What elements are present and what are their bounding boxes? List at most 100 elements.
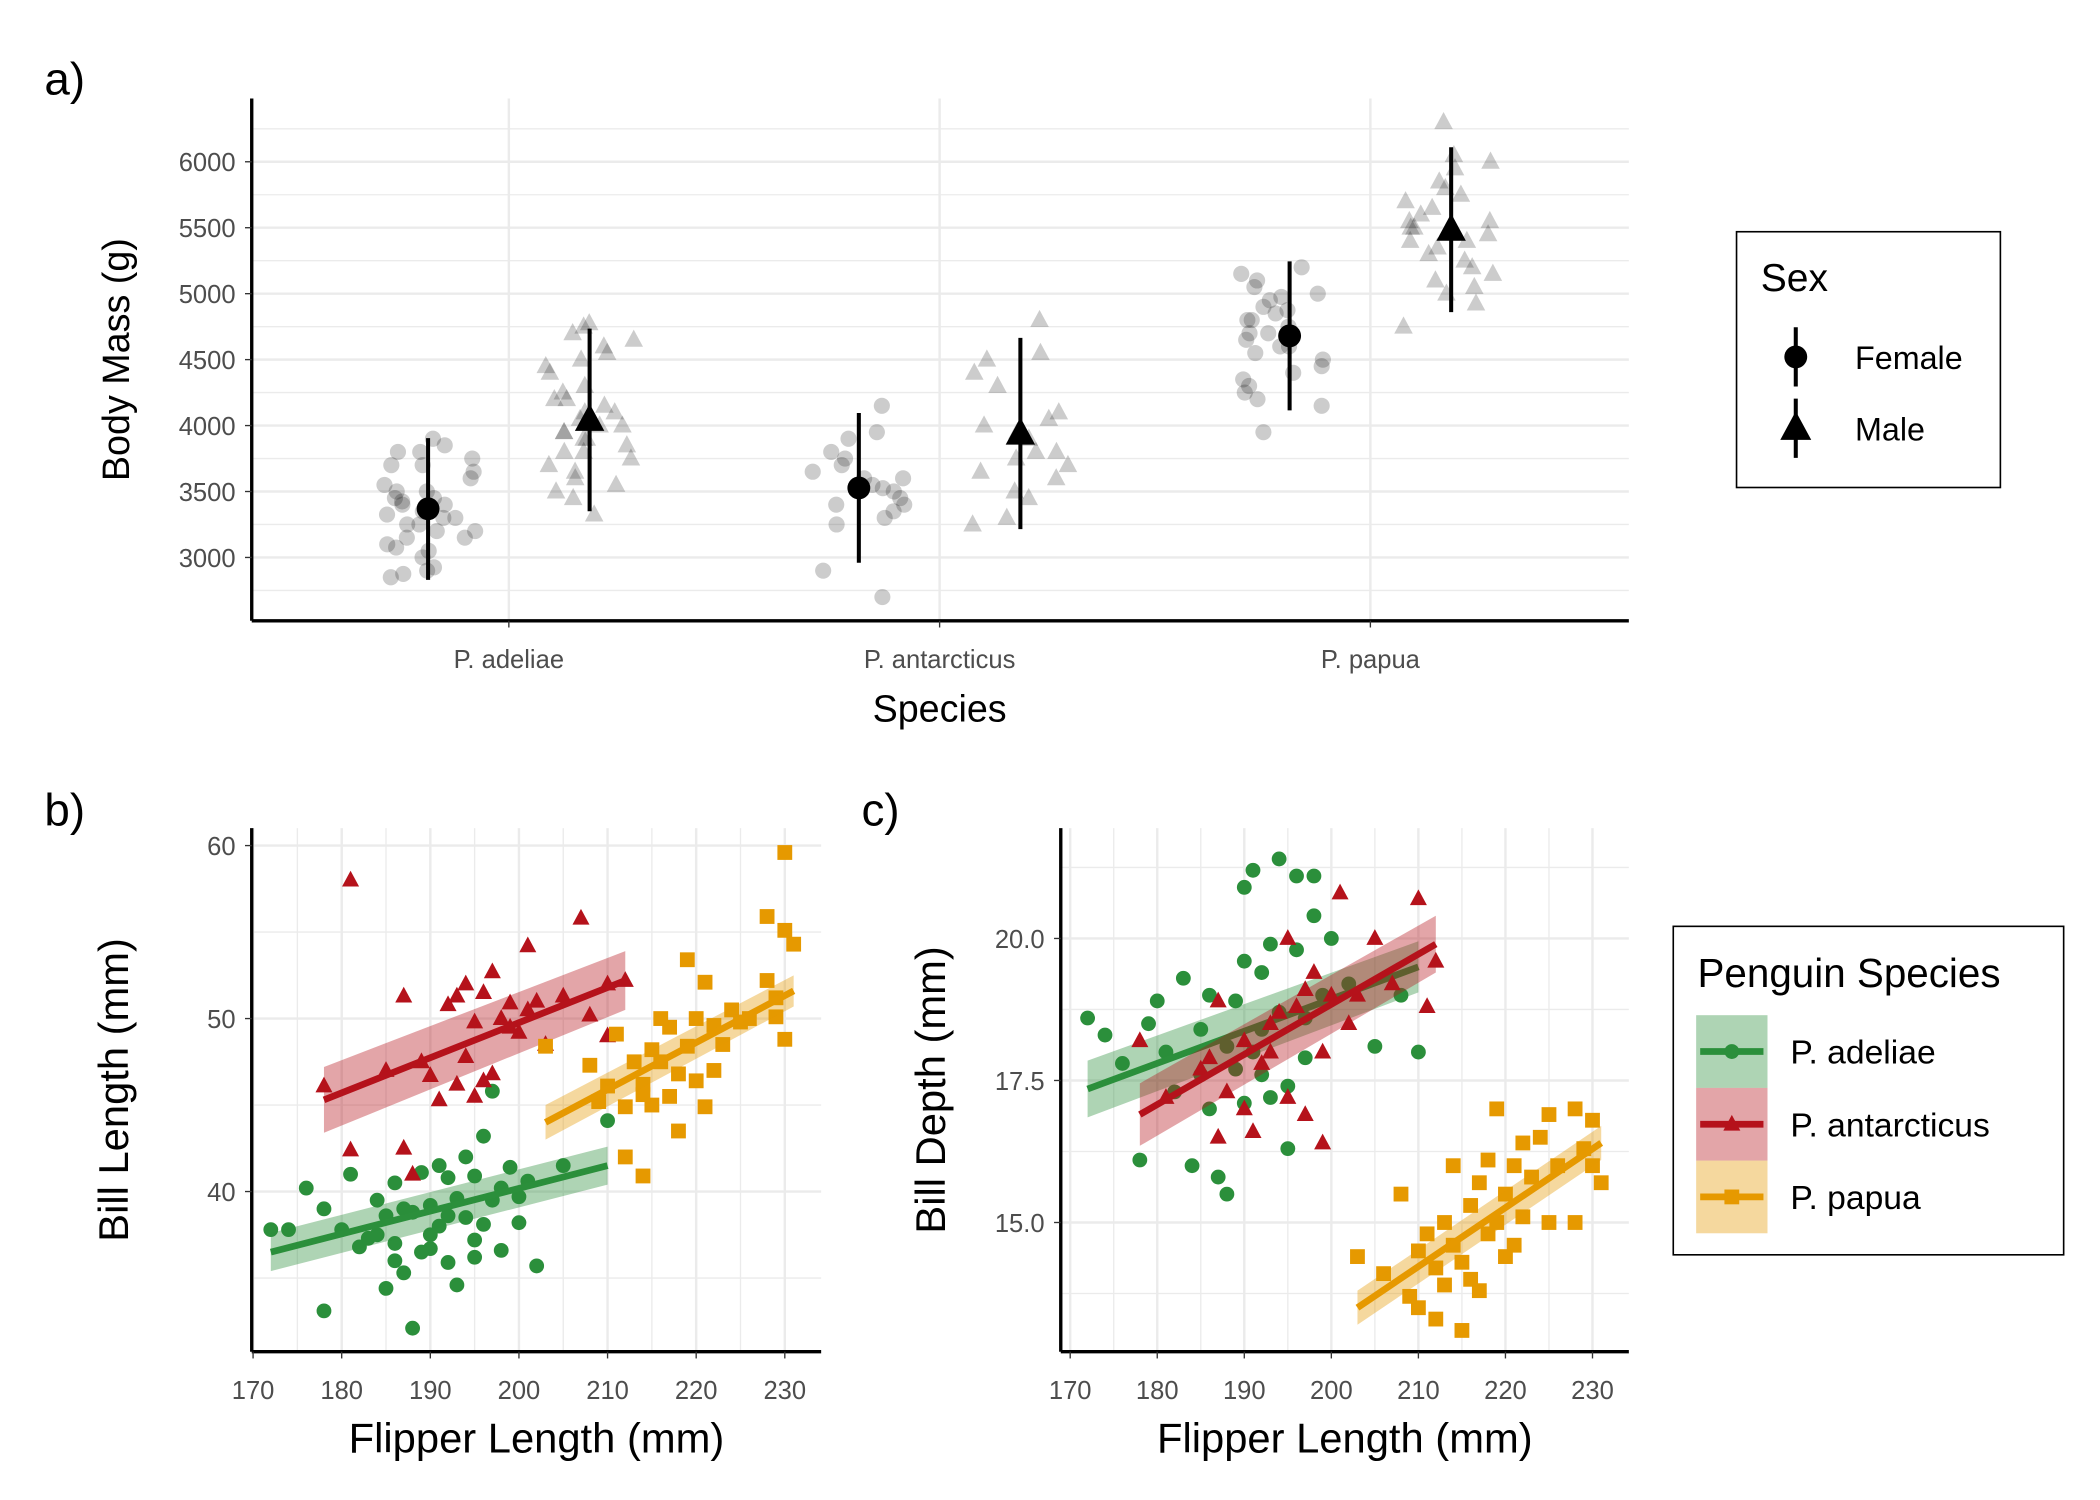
x-tick-label: P. antarcticus <box>864 646 1016 674</box>
data-point <box>1567 1101 1583 1117</box>
data-point <box>342 1140 360 1157</box>
x-tick-label: P. adeliae <box>454 646 564 674</box>
group-2-female <box>1233 259 1331 441</box>
data-point <box>635 1087 651 1103</box>
data-point <box>1279 1088 1297 1104</box>
data-point <box>553 382 573 400</box>
data-point <box>389 443 407 461</box>
data-point <box>1585 1158 1600 1174</box>
data-point <box>777 845 793 860</box>
data-point <box>697 974 713 990</box>
y-axis-title: Bill Length (mm) <box>90 938 137 1242</box>
data-point <box>519 1000 537 1017</box>
data-point <box>565 461 585 479</box>
data-point <box>484 1083 500 1099</box>
data-point <box>1285 364 1302 381</box>
series-antarcticus <box>315 870 634 1181</box>
data-point <box>1585 1112 1600 1128</box>
y-axis-title: Bill Depth (mm) <box>907 946 954 1233</box>
data-point <box>1455 250 1474 268</box>
data-point <box>885 503 902 520</box>
data-point <box>528 991 546 1008</box>
data-point <box>1249 391 1266 408</box>
data-point <box>1235 1099 1253 1116</box>
data-point <box>1498 1249 1513 1264</box>
data-point <box>414 1244 429 1260</box>
data-point <box>1323 931 1339 946</box>
data-point <box>394 493 411 510</box>
data-point <box>1532 1129 1548 1145</box>
data-point <box>1306 908 1322 924</box>
data-point <box>1238 331 1255 348</box>
data-point <box>1261 1042 1279 1059</box>
data-point <box>974 415 994 433</box>
data-point <box>1454 1323 1470 1338</box>
y-tick-label: 4500 <box>179 347 236 375</box>
data-point <box>895 470 912 487</box>
data-point <box>1451 184 1471 202</box>
series-adeliae <box>263 1083 615 1336</box>
data-point <box>1219 1186 1235 1202</box>
data-point <box>715 1037 731 1052</box>
data-point <box>777 1031 793 1047</box>
data-point <box>1480 210 1500 229</box>
data-point <box>606 474 626 492</box>
data-point <box>440 1208 456 1224</box>
data-point <box>1243 311 1260 329</box>
data-point <box>1426 270 1445 288</box>
x-tick-label: 170 <box>1049 1377 1092 1405</box>
data-point <box>388 539 405 556</box>
data-point <box>706 1063 722 1078</box>
data-point <box>1273 288 1290 306</box>
data-point <box>554 421 574 440</box>
data-point <box>876 509 893 526</box>
data-point <box>1393 987 1409 1003</box>
data-point <box>539 454 559 473</box>
data-point <box>1593 1175 1609 1191</box>
data-point <box>1270 1002 1288 1019</box>
group-0-female <box>376 430 484 586</box>
x-tick-label: 220 <box>1484 1377 1527 1405</box>
data-point <box>396 1265 412 1281</box>
data-point <box>1141 1016 1156 1032</box>
circle-icon <box>1724 1044 1740 1059</box>
data-point <box>538 1038 553 1054</box>
data-point <box>466 1012 484 1029</box>
data-point <box>1289 942 1304 958</box>
data-point <box>1235 1031 1253 1048</box>
data-point <box>458 1149 474 1165</box>
legend-key-papua <box>1696 1160 1768 1234</box>
data-point <box>1463 1271 1479 1287</box>
panel-c-bill-depth: 170 180 190 200 210 220 230 15.0 17.5 20.0 Flipper… <box>862 784 1629 1462</box>
y-tick-label: 15.0 <box>995 1210 1045 1238</box>
data-point <box>1192 1059 1210 1076</box>
data-point <box>398 529 415 546</box>
data-point <box>449 1277 465 1293</box>
x-axis-title: Flipper Length (mm) <box>1157 1415 1533 1462</box>
data-point <box>554 441 574 459</box>
data-point <box>1437 1277 1452 1293</box>
data-point <box>1524 1169 1539 1185</box>
data-point <box>997 507 1017 525</box>
data-point <box>1428 1311 1444 1327</box>
data-point <box>557 388 577 407</box>
data-point <box>462 470 479 487</box>
data-point <box>501 993 519 1010</box>
y-tick-label: 50 <box>207 1006 235 1034</box>
data-point <box>1411 204 1431 222</box>
data-point <box>467 1249 483 1265</box>
data-point <box>440 1170 456 1186</box>
regression-line <box>543 987 796 1126</box>
data-point <box>1331 883 1349 900</box>
mean-point <box>1278 324 1302 348</box>
data-point <box>529 1258 545 1274</box>
data-point <box>1410 1300 1426 1316</box>
data-point <box>448 986 466 1003</box>
x-tick-label: 170 <box>232 1377 275 1405</box>
data-point <box>1219 1038 1235 1054</box>
data-point <box>804 463 821 480</box>
x-tick-label: 180 <box>320 1377 363 1405</box>
data-point <box>493 1242 509 1258</box>
data-point <box>1288 997 1306 1014</box>
data-point <box>316 1201 332 1217</box>
